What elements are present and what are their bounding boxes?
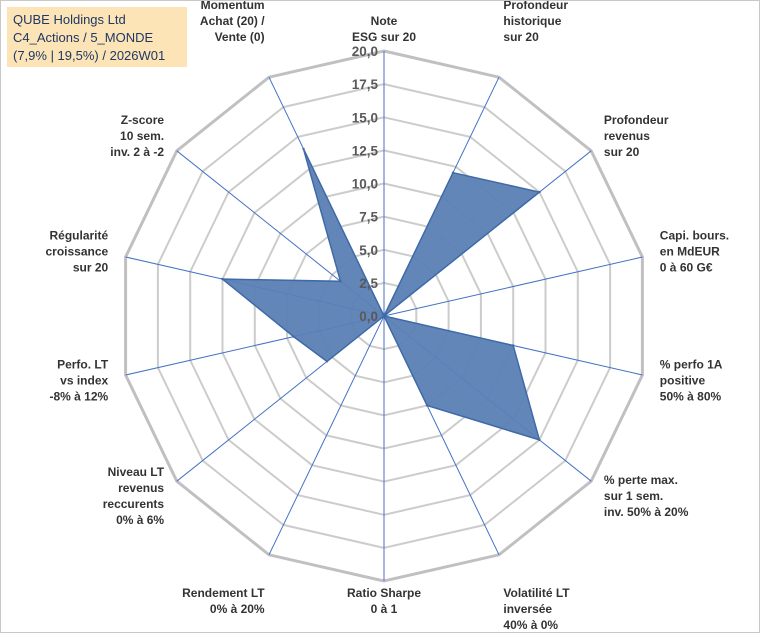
tick-label: 7,5	[359, 210, 378, 225]
data-point	[512, 344, 515, 347]
axis-label: Perfo. LT vs index -8% à 12%	[49, 357, 108, 403]
data-point	[425, 404, 429, 407]
axis-label: Niveau LT revenus reccurents 0% à 6%	[103, 465, 165, 527]
axis-label: Note ESG sur 20	[352, 14, 416, 44]
axis-label: % perfo 1A positive 50% à 80%	[660, 357, 723, 403]
tick-label: 20,0	[352, 44, 378, 59]
tick-label: 2,5	[359, 276, 378, 291]
data-point	[538, 190, 541, 194]
data-point	[339, 280, 342, 283]
axis-label: Profondeur historique sur 20	[503, 1, 568, 44]
title-line-category: C4_Actions / 5_MONDE	[13, 30, 154, 45]
chart-title-box: QUBE Holdings Ltd C4_Actions / 5_MONDE (…	[7, 7, 187, 67]
data-point	[302, 147, 305, 151]
axis-label: Régularité croissance sur 20	[45, 229, 108, 275]
tick-label: 12,5	[352, 143, 379, 158]
tick-label: 15,0	[352, 110, 378, 125]
data-point	[382, 314, 386, 318]
data-point	[292, 335, 295, 338]
axis-spoke	[268, 315, 385, 556]
axis-label: Profondeur revenus sur 20	[604, 113, 669, 159]
title-line-company: QUBE Holdings Ltd	[13, 12, 126, 27]
title-line-period: (7,9% | 19,5%) / 2026W01	[13, 48, 166, 63]
tick-label: 5,0	[359, 243, 378, 258]
data-point	[325, 360, 329, 363]
axis-label: Momentum Achat (20) / Vente (0)	[200, 1, 265, 44]
data-series-area	[220, 148, 542, 442]
data-point	[538, 438, 541, 442]
axis-label: Z-score 10 sem. inv. 2 à -2	[110, 113, 164, 159]
axis-label: % perte max. sur 1 sem. inv. 50% à 20%	[604, 473, 689, 519]
axis-label: Ratio Sharpe 0 à 1	[347, 586, 421, 616]
data-point	[451, 171, 455, 174]
axis-label: Volatilité LT inversée 40% à 0%	[503, 586, 570, 632]
axis-spoke	[383, 256, 643, 317]
axis-label: Capi. bours. en MdEUR 0 à 60 G€	[660, 229, 729, 275]
tick-label: 10,0	[352, 177, 378, 192]
tick-label: 17,5	[352, 77, 379, 92]
axis-label: Rendement LT 0% à 20%	[182, 586, 265, 616]
data-point	[221, 277, 224, 281]
tick-label: 0,0	[359, 309, 378, 324]
